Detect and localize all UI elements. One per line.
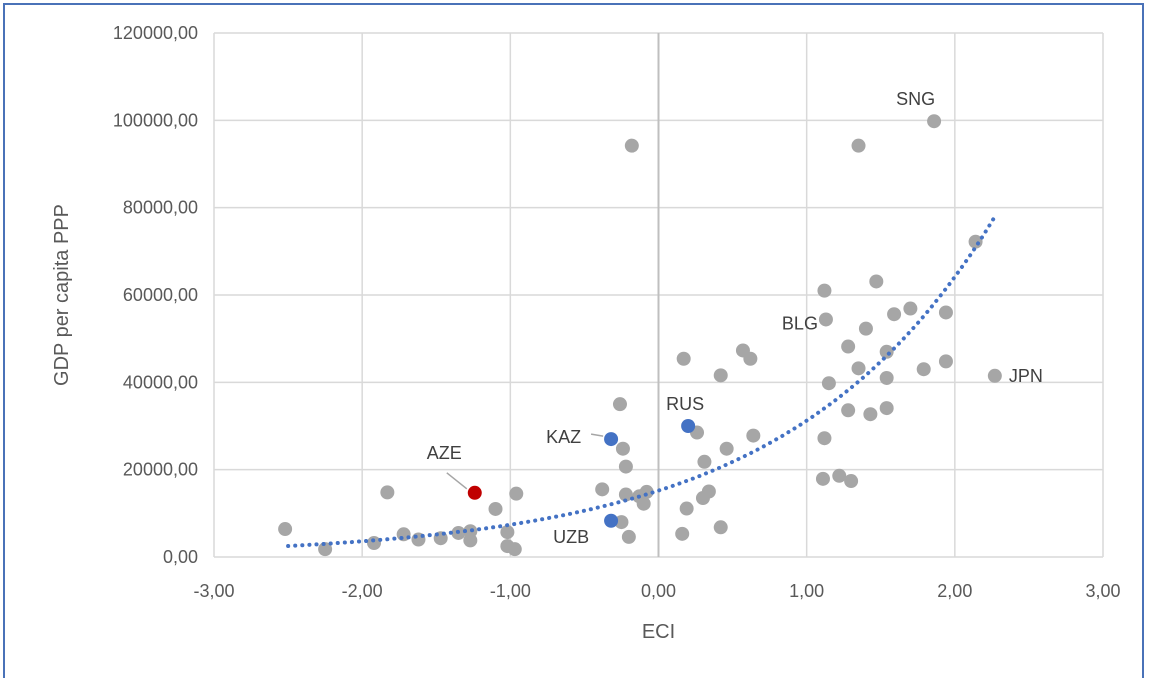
highlight-point-uzb (604, 513, 619, 528)
data-point (817, 283, 832, 298)
highlight-point-aze (467, 485, 482, 500)
data-point (887, 307, 902, 322)
y-tick-label: 0,00 (163, 547, 198, 567)
highlight-point-rus (681, 419, 696, 433)
data-point (817, 431, 832, 446)
data-point (679, 501, 694, 516)
data-point (713, 368, 728, 383)
data-point (879, 370, 894, 385)
leader-line (446, 472, 468, 490)
x-tick-label: -2,00 (342, 581, 383, 601)
x-tick-label: 0,00 (641, 581, 676, 601)
data-point (841, 403, 856, 418)
data-point (938, 354, 953, 369)
x-tick-label: 1,00 (789, 581, 824, 601)
data-point (879, 401, 894, 416)
point-label-blg: BLG (782, 313, 818, 333)
point-labels: AZE KAZ RUS UZB SNG BLG JPN (427, 89, 1043, 547)
data-point (507, 542, 522, 557)
data-point (858, 321, 873, 336)
data-point (595, 482, 610, 497)
data-point (639, 484, 654, 499)
data-point (318, 542, 333, 557)
data-point (621, 529, 636, 544)
data-point (851, 138, 866, 153)
point-label-rus: RUS (666, 394, 704, 414)
data-point (367, 536, 382, 551)
data-point (818, 312, 833, 327)
data-point (815, 471, 830, 486)
y-tick-label: 80000,00 (123, 198, 198, 218)
data-point (618, 487, 633, 502)
data-point (614, 515, 629, 530)
x-tick-label: -3,00 (193, 581, 234, 601)
data-point (841, 339, 856, 354)
data-point (903, 301, 918, 316)
data-points (278, 114, 1002, 557)
data-point (697, 454, 712, 469)
y-tick-label: 20000,00 (123, 460, 198, 480)
data-point (713, 520, 728, 535)
data-point (863, 407, 878, 422)
x-tick-label: 3,00 (1085, 581, 1120, 601)
data-point (719, 441, 734, 456)
data-point (968, 234, 983, 249)
data-point (612, 397, 627, 412)
data-point (746, 428, 761, 443)
y-tick-labels: 0,00 20000,00 40000,00 60000,00 80000,00 1000… (113, 23, 198, 567)
data-point (821, 376, 836, 391)
y-tick-label: 120000,00 (113, 23, 198, 43)
data-point (488, 501, 503, 516)
data-point (463, 533, 478, 548)
data-point (380, 485, 395, 500)
data-point (743, 351, 758, 366)
data-point (618, 459, 633, 474)
y-axis-title: GDP per capita PPP (51, 204, 73, 386)
point-label-kaz: KAZ (546, 427, 581, 447)
data-point (676, 351, 691, 366)
data-point (851, 361, 866, 376)
y-tick-label: 40000,00 (123, 372, 198, 392)
y-tick-label: 60000,00 (123, 285, 198, 305)
highlight-point-kaz (604, 432, 619, 447)
leader-line (590, 433, 604, 437)
x-tick-label: 2,00 (937, 581, 972, 601)
data-point (987, 368, 1002, 383)
data-point (938, 305, 953, 320)
chart-frame (3, 3, 1144, 678)
data-point (916, 362, 931, 377)
data-point (509, 486, 524, 501)
data-point (500, 525, 515, 540)
y-tick-label: 100000,00 (113, 110, 198, 130)
x-axis-title: ECI (642, 621, 675, 643)
data-point (879, 344, 894, 359)
data-point (675, 526, 690, 541)
point-label-sng: SNG (896, 89, 935, 109)
point-label-jpn: JPN (1009, 366, 1043, 386)
data-point (844, 474, 859, 489)
data-point (278, 522, 293, 537)
highlighted-points (467, 419, 696, 528)
data-point (869, 274, 884, 289)
point-label-uzb: UZB (553, 527, 589, 547)
x-tick-label: -1,00 (490, 581, 531, 601)
data-point (624, 138, 639, 153)
data-point (701, 484, 716, 499)
data-point (636, 496, 651, 511)
data-point (927, 114, 942, 129)
point-label-aze: AZE (427, 443, 462, 463)
data-point (832, 468, 847, 483)
gridlines (213, 32, 1104, 558)
x-tick-labels: -3,00 -2,00 -1,00 0,00 1,00 2,00 3,00 (193, 581, 1120, 601)
data-point (615, 441, 630, 456)
